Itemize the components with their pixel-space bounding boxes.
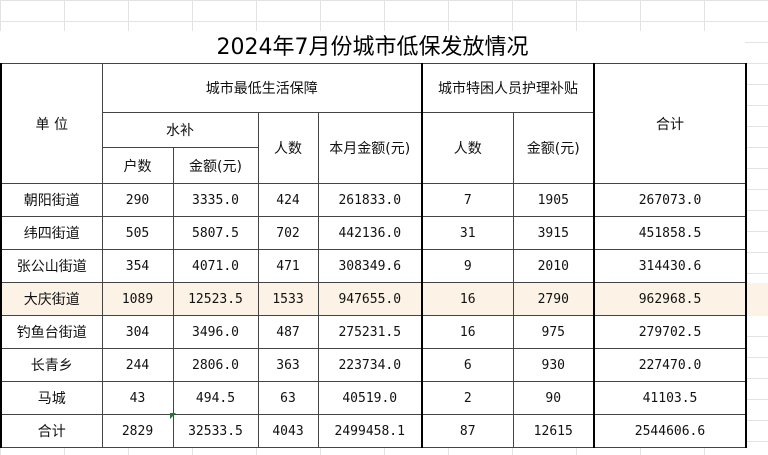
cell-total[interactable]: 2544606.6 — [593, 414, 747, 448]
header-total[interactable]: 合计 — [593, 63, 747, 184]
cell-monthly[interactable]: 947655.0 — [317, 282, 423, 316]
cell-water-amount[interactable]: 494.5 — [172, 381, 259, 415]
cell-care-people[interactable]: 31 — [421, 216, 514, 250]
table-row: 朝阳街道 290 3335.0 424 261833.0 7 1905 2670… — [0, 183, 747, 217]
cell-monthly[interactable]: 223734.0 — [317, 348, 423, 382]
cell-households[interactable]: 2829 — [101, 414, 174, 448]
cell-total[interactable]: 267073.0 — [593, 183, 747, 217]
table-row: 长青乡 244 2806.0 363 223734.0 6 930 227470… — [0, 348, 747, 382]
header-households[interactable]: 户数 — [101, 147, 174, 184]
cell-people[interactable]: 363 — [257, 348, 319, 382]
cell-water-amount[interactable]: 3496.0 — [172, 315, 259, 349]
cell-people[interactable]: 471 — [257, 249, 319, 283]
cell-water-amount[interactable]: 5807.5 — [172, 216, 259, 250]
cell-unit[interactable]: 长青乡 — [0, 348, 103, 382]
cell-households[interactable]: 244 — [101, 348, 174, 382]
cell-water-amount[interactable]: 4071.0 — [172, 249, 259, 283]
cell-monthly[interactable]: 442136.0 — [317, 216, 423, 250]
cell-unit[interactable]: 钓鱼台街道 — [0, 315, 103, 349]
cell-care-people[interactable]: 9 — [421, 249, 514, 283]
table-row: 钓鱼台街道 304 3496.0 487 275231.5 16 975 279… — [0, 315, 747, 349]
header-care-amount[interactable]: 金额(元) — [512, 112, 595, 184]
cell-care-amount[interactable]: 90 — [512, 381, 595, 415]
cell-unit[interactable]: 大庆街道 — [0, 282, 103, 316]
cell-monthly[interactable]: 2499458.1 — [317, 414, 423, 448]
cell-water-amount[interactable]: 2806.0 — [172, 348, 259, 382]
cell-total[interactable]: 41103.5 — [593, 381, 747, 415]
cell-total[interactable]: 314430.6 — [593, 249, 747, 283]
table-row: 张公山街道 354 4071.0 471 308349.6 9 2010 314… — [0, 249, 747, 283]
cell-monthly[interactable]: 308349.6 — [317, 249, 423, 283]
cell-total[interactable]: 227470.0 — [593, 348, 747, 382]
cell-monthly[interactable]: 275231.5 — [317, 315, 423, 349]
cell-households[interactable]: 43 — [101, 381, 174, 415]
table-row: 马城 43 494.5 63 40519.0 2 90 41103.5 — [0, 381, 747, 415]
cell-water-amount[interactable]: 3335.0 — [172, 183, 259, 217]
header-water-subsidy[interactable]: 水补 — [101, 112, 259, 148]
cell-people[interactable]: 424 — [257, 183, 319, 217]
cell-people[interactable]: 487 — [257, 315, 319, 349]
cell-care-people[interactable]: 16 — [421, 315, 514, 349]
cell-households[interactable]: 505 — [101, 216, 174, 250]
cell-households[interactable]: 290 — [101, 183, 174, 217]
cell-total[interactable]: 962968.5 — [593, 282, 747, 316]
cell-care-people[interactable]: 16 — [421, 282, 514, 316]
cell-total[interactable]: 279702.5 — [593, 315, 747, 349]
sheet-title[interactable]: 2024年7月份城市低保发放情况 — [0, 31, 745, 65]
cell-monthly[interactable]: 261833.0 — [317, 183, 423, 217]
table-row-total: 合计 2829 32533.5 4043 2499458.1 87 12615 … — [0, 414, 747, 448]
cell-care-amount[interactable]: 930 — [512, 348, 595, 382]
cell-people[interactable]: 63 — [257, 381, 319, 415]
cell-error-indicator-icon — [170, 413, 176, 419]
header-monthly-amount[interactable]: 本月金额(元) — [317, 112, 423, 184]
header-people[interactable]: 人数 — [257, 112, 319, 184]
cell-care-amount[interactable]: 1905 — [512, 183, 595, 217]
cell-care-amount[interactable]: 3915 — [512, 216, 595, 250]
cell-unit[interactable]: 纬四街道 — [0, 216, 103, 250]
cell-care-people[interactable]: 6 — [421, 348, 514, 382]
cell-water-amount[interactable]: 12523.5 — [172, 282, 259, 316]
header-min-living[interactable]: 城市最低生活保障 — [101, 63, 423, 113]
cell-households[interactable]: 304 — [101, 315, 174, 349]
cell-people[interactable]: 4043 — [257, 414, 319, 448]
cell-care-amount[interactable]: 975 — [512, 315, 595, 349]
cell-unit[interactable]: 朝阳街道 — [0, 183, 103, 217]
cell-unit[interactable]: 合计 — [0, 414, 103, 448]
cell-care-people[interactable]: 7 — [421, 183, 514, 217]
cell-unit[interactable]: 张公山街道 — [0, 249, 103, 283]
header-care-people[interactable]: 人数 — [421, 112, 514, 184]
cell-total[interactable]: 451858.5 — [593, 216, 747, 250]
table-row: 纬四街道 505 5807.5 702 442136.0 31 3915 451… — [0, 216, 747, 250]
cell-care-people[interactable]: 2 — [421, 381, 514, 415]
cell-people[interactable]: 1533 — [257, 282, 319, 316]
cell-unit[interactable]: 马城 — [0, 381, 103, 415]
header-unit[interactable]: 单 位 — [0, 63, 103, 184]
header-special-care[interactable]: 城市特困人员护理补贴 — [421, 63, 595, 113]
table-row-selected: 大庆街道 1089 12523.5 1533 947655.0 16 2790 … — [0, 282, 747, 316]
cell-households[interactable]: 1089 — [101, 282, 174, 316]
header-water-amount[interactable]: 金额(元) — [172, 147, 259, 184]
cell-monthly[interactable]: 40519.0 — [317, 381, 423, 415]
cell-care-amount[interactable]: 2790 — [512, 282, 595, 316]
cell-care-people[interactable]: 87 — [421, 414, 514, 448]
cell-water-amount[interactable]: 32533.5 — [172, 414, 259, 448]
cell-care-amount[interactable]: 2010 — [512, 249, 595, 283]
cell-people[interactable]: 702 — [257, 216, 319, 250]
cell-care-amount[interactable]: 12615 — [512, 414, 595, 448]
data-table: 单 位 城市最低生活保障 城市特困人员护理补贴 合计 水补 人数 本月金额(元)… — [0, 63, 747, 448]
cell-households[interactable]: 354 — [101, 249, 174, 283]
